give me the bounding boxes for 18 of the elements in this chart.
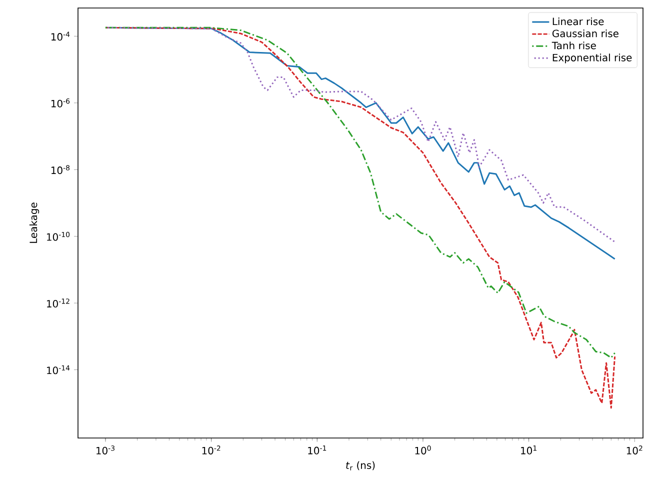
x-tick-label: 10$^{-2}$: [202, 446, 220, 454]
x-tick-label: 10$^{-3}$: [96, 446, 114, 454]
legend-label: Linear rise: [552, 17, 604, 26]
y-axis-title: Leakage: [29, 202, 40, 243]
legend-label: Gaussian rise: [552, 30, 618, 38]
y-tick-label: 10$^{-14}$: [47, 365, 70, 374]
y-tick-label: 10$^{-4}$: [51, 32, 70, 41]
x-axis-title: t$_{r}$ (ns): [346, 461, 375, 470]
x-tick-label: 10$^{0}$: [415, 446, 431, 454]
y-tick-label: 10$^{-8}$: [51, 165, 70, 174]
legend-label: Tanh rise: [552, 42, 596, 50]
x-tick-label: 10$^{-1}$: [308, 446, 326, 454]
legend-label: Exponential rise: [552, 54, 632, 64]
y-tick-label: 10$^{-6}$: [51, 98, 70, 108]
y-tick-label: 10$^{-12}$: [47, 298, 70, 308]
y-tick-label: 10$^{-10}$: [47, 232, 70, 241]
x-tick-label: 10$^{2}$: [626, 446, 642, 454]
x-tick-label: 10$^{1}$: [521, 446, 536, 454]
